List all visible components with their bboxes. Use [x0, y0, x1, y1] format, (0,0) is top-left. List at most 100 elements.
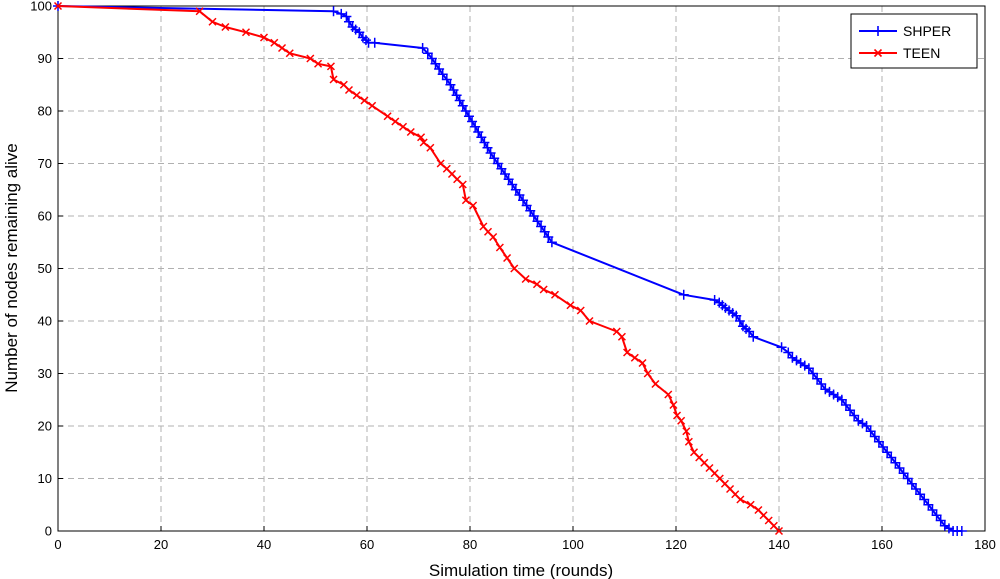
- data-point-teen: [306, 54, 315, 63]
- legend: SHPER TEEN: [850, 13, 978, 69]
- data-point-shper: [902, 473, 913, 484]
- data-point-teen: [495, 243, 504, 252]
- data-point-teen: [469, 201, 478, 210]
- data-point-shper: [422, 48, 433, 59]
- data-point-shper: [873, 436, 884, 447]
- data-point-shper: [812, 373, 823, 384]
- legend-label-shper: SHPER: [903, 23, 951, 39]
- y-axis-label: Number of nodes remaining alive: [2, 143, 21, 392]
- data-point-teen: [406, 127, 415, 137]
- grid-lines: [58, 6, 985, 531]
- data-point-teen: [684, 437, 693, 446]
- data-point-shper: [923, 499, 934, 510]
- y-tick-label: 90: [38, 51, 52, 66]
- y-axis-ticks: 0 10 20 30 40 50 60 70 80 90 100: [30, 0, 63, 539]
- x-tick-label: 60: [360, 537, 374, 552]
- data-point-shper: [503, 174, 514, 185]
- legend-marker-teen: [873, 48, 883, 58]
- data-point-shper: [476, 132, 487, 143]
- data-point-teen: [669, 400, 678, 410]
- data-point-teen: [399, 122, 408, 131]
- data-point-teen: [458, 180, 467, 189]
- data-point-shper: [748, 331, 759, 342]
- data-point-shper: [927, 505, 938, 515]
- data-point-shper: [731, 310, 742, 321]
- data-point-teen: [352, 91, 361, 100]
- data-point-shper: [492, 158, 503, 169]
- data-point-shper: [840, 400, 851, 410]
- data-point-shper: [532, 216, 543, 227]
- data-point-shper: [882, 447, 893, 458]
- data-point-shper: [328, 6, 339, 17]
- data-point-shper: [776, 342, 787, 353]
- data-point-teen: [208, 17, 217, 26]
- data-point-teen: [532, 280, 541, 289]
- data-point-shper: [734, 316, 745, 326]
- data-point-teen: [617, 332, 626, 341]
- data-point-shper: [536, 221, 547, 232]
- data-point-shper: [521, 200, 532, 211]
- data-point-teen: [736, 495, 745, 504]
- data-point-shper: [836, 394, 847, 405]
- data-point-shper: [454, 95, 465, 106]
- series-shper: [53, 1, 967, 536]
- data-point-teen: [623, 348, 632, 357]
- data-point-teen: [664, 390, 673, 399]
- data-point-shper: [919, 494, 930, 505]
- data-point-shper: [543, 232, 554, 242]
- data-point-shper: [956, 526, 967, 536]
- data-point-shper: [489, 153, 500, 164]
- y-tick-label: 50: [38, 261, 52, 276]
- y-tick-label: 100: [30, 0, 52, 14]
- data-point-shper: [845, 405, 856, 416]
- data-point-shper: [528, 211, 539, 221]
- data-point-shper: [336, 8, 347, 19]
- legend-marker-shper: [873, 26, 883, 36]
- data-point-teen: [682, 427, 691, 436]
- data-point-shper: [341, 11, 352, 22]
- data-point-shper: [514, 190, 525, 200]
- y-tick-label: 40: [38, 314, 52, 329]
- data-point-teen: [360, 96, 369, 105]
- data-point-shper: [935, 515, 946, 526]
- x-tick-label: 0: [54, 537, 61, 552]
- data-point-teen: [326, 62, 335, 71]
- data-point-teen: [503, 253, 512, 263]
- x-tick-label: 100: [562, 537, 584, 552]
- data-point-shper: [463, 111, 474, 122]
- legend-label-teen: TEEN: [903, 45, 940, 61]
- data-point-shper: [451, 90, 462, 101]
- data-point-shper: [457, 100, 468, 111]
- x-tick-label: 160: [871, 537, 893, 552]
- data-point-teen: [383, 112, 392, 121]
- data-point-teen: [651, 379, 660, 389]
- data-point-teen: [277, 43, 287, 53]
- data-point-shper: [678, 289, 689, 300]
- y-tick-label: 60: [38, 209, 52, 224]
- data-point-shper: [816, 379, 827, 389]
- data-point-shper: [783, 347, 794, 358]
- data-point-shper: [482, 142, 493, 153]
- y-tick-label: 30: [38, 366, 52, 381]
- y-tick-label: 0: [45, 524, 52, 539]
- data-point-shper: [518, 195, 529, 206]
- data-point-shper: [369, 37, 380, 48]
- data-point-shper: [546, 237, 557, 248]
- data-point-shper: [894, 463, 905, 473]
- data-point-teen: [53, 1, 63, 11]
- data-point-shper: [430, 58, 441, 69]
- legend-box: [850, 13, 978, 69]
- data-point-teen: [510, 264, 519, 273]
- data-point-teen: [746, 500, 755, 509]
- data-point-teen: [417, 133, 426, 142]
- data-point-teen: [774, 526, 784, 536]
- data-point-shper: [479, 137, 490, 148]
- data-point-shper: [426, 53, 437, 64]
- x-tick-label: 40: [257, 537, 271, 552]
- data-point-shper: [343, 16, 354, 27]
- data-point-teen: [677, 416, 686, 425]
- data-point-shper: [417, 43, 428, 53]
- data-point-shper: [500, 169, 511, 179]
- data-point-shper: [539, 226, 550, 237]
- data-point-teen: [314, 59, 323, 68]
